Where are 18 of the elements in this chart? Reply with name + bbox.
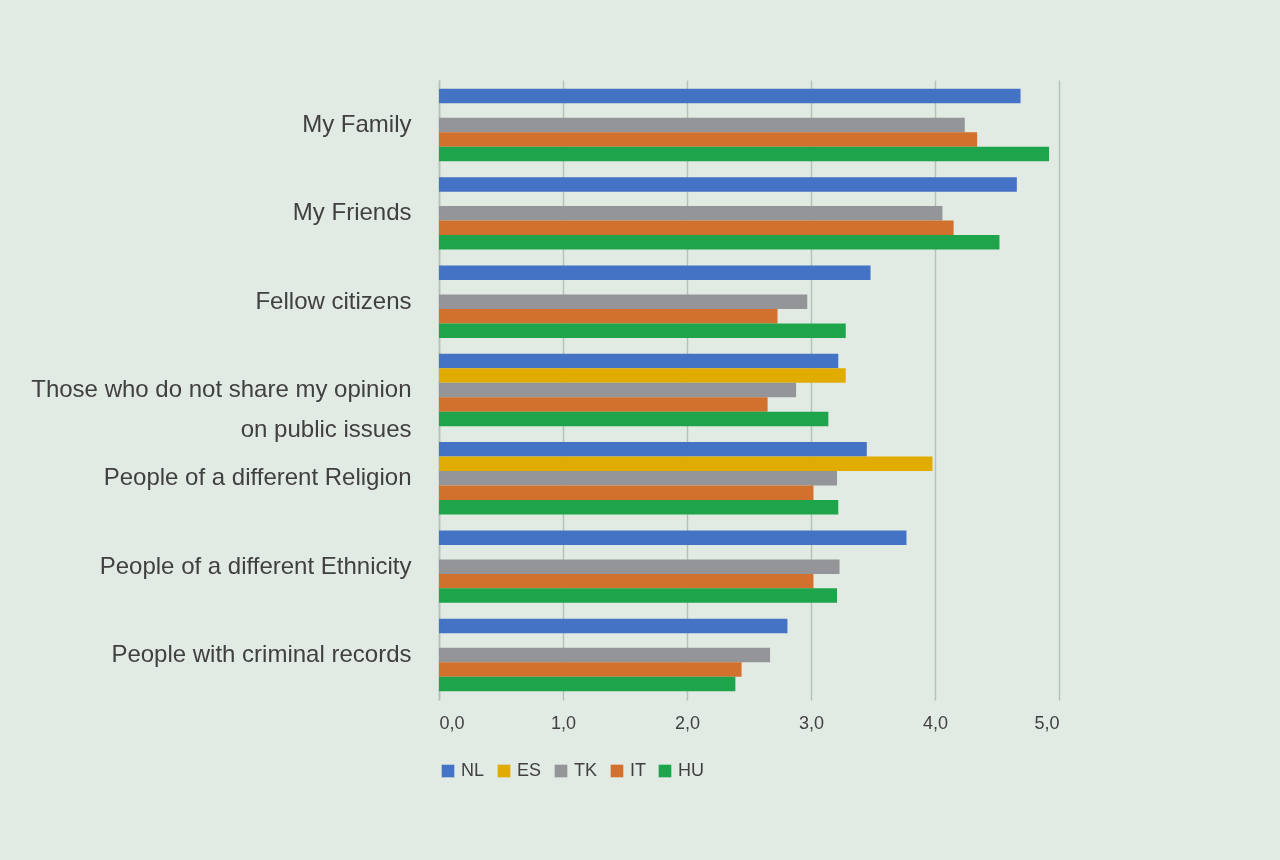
y-tick-label: Fellow citizens bbox=[255, 286, 412, 314]
y-tick-label: Those who do not share my opinion on public issues bbox=[31, 375, 412, 442]
y-tick-label: My Family bbox=[302, 110, 412, 138]
y-tick-label: My Friends bbox=[292, 198, 412, 226]
y-tick-label: People of a different Religion bbox=[103, 463, 412, 491]
x-tick-label: 1,0 bbox=[550, 712, 577, 733]
y-tick-label: People with criminal records bbox=[111, 639, 412, 667]
y-tick-label: People of a different Ethnicity bbox=[99, 551, 412, 579]
x-tick-label: 2,0 bbox=[674, 712, 701, 733]
x-tick-label: 5,0 bbox=[1034, 712, 1060, 733]
x-tick-label: 3,0 bbox=[798, 712, 825, 733]
x-tick-label: 0,0 bbox=[439, 712, 465, 733]
legend-label: IT bbox=[630, 760, 646, 780]
legend-label: HU bbox=[678, 760, 704, 780]
legend-label: ES bbox=[517, 760, 542, 780]
x-tick-label: 4,0 bbox=[922, 712, 949, 733]
legend-label: NL bbox=[461, 760, 485, 780]
legend-label: TK bbox=[574, 760, 598, 780]
